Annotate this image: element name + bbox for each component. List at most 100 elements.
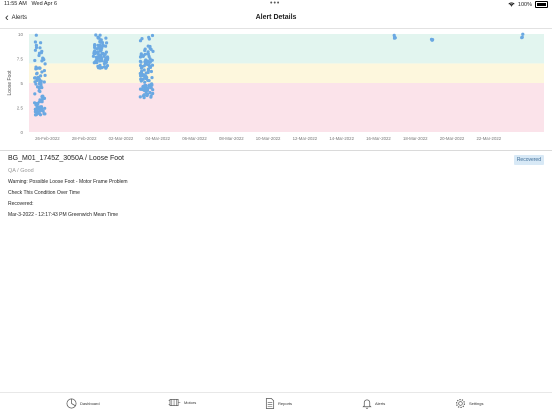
data-point bbox=[33, 101, 37, 105]
data-point bbox=[104, 66, 108, 70]
bell-icon bbox=[362, 399, 372, 409]
tab-reports[interactable]: Reports bbox=[265, 398, 292, 409]
data-point bbox=[40, 70, 44, 74]
data-point bbox=[93, 60, 97, 64]
data-point bbox=[100, 66, 104, 70]
data-point bbox=[142, 96, 146, 100]
data-point bbox=[42, 96, 47, 100]
alert-subtitle: QA / Good bbox=[8, 168, 34, 174]
alert-title: BG_M01_1745Z_3050A / Loose Foot bbox=[8, 155, 124, 162]
data-point bbox=[93, 45, 97, 50]
data-point bbox=[148, 57, 152, 61]
data-point bbox=[38, 80, 42, 84]
data-point bbox=[100, 59, 104, 63]
data-point bbox=[147, 79, 151, 83]
data-point bbox=[149, 85, 153, 90]
data-point bbox=[138, 39, 143, 43]
x-tick-label: 16-Mar-2022 bbox=[366, 136, 391, 141]
x-tick-label: 14-Mar-2022 bbox=[329, 136, 354, 141]
tab-settings[interactable]: Settings bbox=[455, 398, 483, 409]
data-point bbox=[96, 66, 101, 70]
battery-percent: 100% bbox=[517, 1, 532, 8]
tab-motors[interactable]: Motors bbox=[168, 398, 196, 407]
data-point bbox=[100, 46, 104, 50]
data-point bbox=[100, 41, 105, 45]
data-point bbox=[43, 73, 47, 77]
data-point bbox=[392, 33, 396, 37]
data-point bbox=[98, 43, 102, 47]
data-point bbox=[143, 74, 148, 78]
multitask-dots-icon[interactable]: ••• bbox=[270, 0, 281, 7]
threshold-band-1 bbox=[29, 63, 544, 83]
data-point bbox=[98, 49, 103, 53]
status-date: Wed Apr 6 bbox=[31, 1, 58, 7]
data-point bbox=[103, 61, 108, 65]
data-point bbox=[93, 43, 97, 47]
data-point bbox=[42, 69, 47, 73]
data-point bbox=[103, 58, 107, 62]
alert-details: BG_M01_1745Z_3050A / Loose Foot Recovere… bbox=[8, 155, 544, 218]
pie-chart-icon bbox=[66, 398, 77, 409]
data-point bbox=[38, 46, 42, 50]
tab-dashboard[interactable]: Dashboard bbox=[66, 398, 100, 409]
data-point bbox=[34, 33, 38, 37]
tab-alerts[interactable]: Alerts bbox=[362, 398, 385, 409]
tab-label: Alerts bbox=[375, 401, 386, 406]
page-title: Alert Details bbox=[255, 14, 297, 21]
data-point bbox=[151, 88, 155, 92]
divider bbox=[0, 150, 552, 151]
chevron-left-icon: ‹ bbox=[5, 12, 9, 24]
x-tick-label: 04-Mar-2022 bbox=[145, 136, 170, 141]
data-point bbox=[98, 59, 102, 63]
data-point bbox=[38, 109, 43, 113]
data-point bbox=[34, 108, 38, 112]
data-point bbox=[40, 94, 45, 98]
data-point bbox=[139, 87, 143, 91]
data-point bbox=[39, 41, 43, 45]
x-tick-label: 18-Mar-2022 bbox=[403, 136, 428, 141]
data-point bbox=[43, 106, 47, 110]
data-point bbox=[146, 60, 150, 64]
data-point bbox=[35, 105, 39, 109]
data-point bbox=[148, 65, 153, 69]
data-point bbox=[39, 105, 44, 109]
data-point bbox=[41, 109, 45, 113]
tab-bar: Dashboard Motors Reports Alerts Settings bbox=[0, 392, 552, 415]
threshold-band-2 bbox=[29, 34, 544, 64]
data-point bbox=[147, 54, 151, 59]
alert-chart[interactable]: 0 2.5 5 7.5 10 Loose Foot 26-Feb-2022 28-Feb-20… bbox=[0, 29, 552, 147]
data-point bbox=[91, 54, 95, 58]
tab-label: Settings bbox=[469, 401, 484, 406]
data-point bbox=[145, 63, 150, 67]
x-tick-label: 26-Feb-2022 bbox=[35, 136, 60, 141]
status-badge: Recovered bbox=[513, 155, 544, 165]
back-button[interactable]: ‹ Alerts bbox=[5, 12, 27, 24]
data-point bbox=[93, 49, 97, 53]
data-point bbox=[104, 36, 108, 40]
data-point bbox=[33, 58, 37, 63]
data-point bbox=[151, 49, 155, 53]
data-point bbox=[33, 92, 37, 96]
data-point bbox=[143, 80, 147, 84]
data-point bbox=[150, 33, 155, 38]
threshold-band-0 bbox=[29, 83, 544, 132]
data-point bbox=[42, 80, 46, 84]
tab-label: Reports bbox=[278, 401, 293, 406]
data-point bbox=[149, 47, 153, 51]
data-point bbox=[36, 85, 40, 89]
alert-instruction: Check This Condition Over Time bbox=[8, 190, 80, 196]
recovered-time: Mar-3-2022 - 12:17:43 PM Greenwich Mean … bbox=[8, 212, 119, 218]
data-point bbox=[146, 52, 150, 56]
data-point bbox=[42, 112, 46, 116]
tab-label: Motors bbox=[184, 400, 197, 405]
data-point bbox=[33, 113, 38, 117]
motor-icon bbox=[168, 398, 181, 407]
data-point bbox=[95, 47, 99, 51]
status-time: 11:55 AM Wed Apr 6 bbox=[4, 1, 58, 7]
data-point bbox=[142, 93, 146, 97]
data-point bbox=[38, 98, 42, 102]
data-point bbox=[151, 91, 155, 96]
y-tick-label: 0 bbox=[20, 130, 23, 135]
data-point bbox=[37, 53, 41, 58]
data-point bbox=[43, 62, 47, 66]
